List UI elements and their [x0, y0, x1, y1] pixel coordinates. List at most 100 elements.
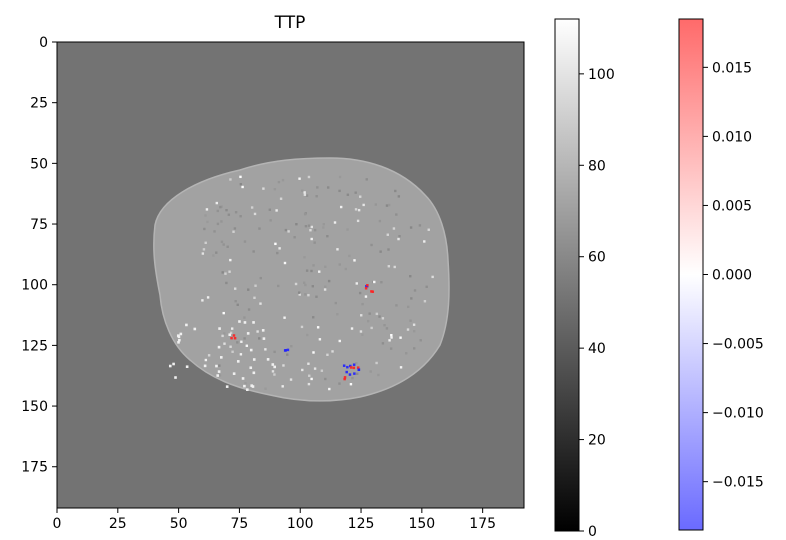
texture-speck [311, 285, 314, 288]
overlay-voxel [349, 364, 352, 368]
overlay-voxel [366, 284, 369, 287]
overlay-voxel [343, 376, 347, 379]
texture-speck [225, 208, 228, 212]
texture-speck [229, 345, 232, 348]
texture-speck [289, 378, 293, 381]
texture-speck [232, 372, 236, 375]
x-tick-label: 100 [287, 516, 314, 532]
texture-speck [249, 366, 253, 370]
texture-speck [355, 282, 358, 285]
overlay-voxel [357, 368, 361, 372]
texture-speck [241, 185, 244, 189]
texture-speck [256, 330, 259, 333]
texture-speck [348, 254, 351, 258]
texture-speck [324, 265, 327, 269]
texture-speck [239, 353, 243, 356]
texture-speck [333, 221, 337, 224]
texture-speck [259, 302, 262, 305]
x-axis-ticks: 0 25 50 75 100 125 150 175 [53, 508, 496, 532]
texture-speck [241, 377, 245, 380]
texture-speck [356, 372, 359, 375]
texture-speck [405, 352, 408, 355]
texture-speck [315, 195, 318, 198]
overlay-voxel [352, 366, 356, 370]
bwr-colorbar: −0.015 −0.010 −0.005 0.000 0.005 0.010 0.015 [678, 18, 764, 531]
texture-speck [385, 204, 389, 207]
overlay-voxel [356, 366, 360, 369]
texture-speck [220, 220, 223, 223]
texture-speck [287, 230, 290, 233]
texture-speck [220, 205, 223, 208]
texture-speck [254, 284, 257, 287]
texture-speck [326, 234, 329, 238]
texture-speck [201, 299, 204, 302]
texture-speck [381, 317, 385, 320]
texture-speck [202, 248, 206, 251]
texture-speck [358, 291, 362, 295]
overlay-clusters [230, 284, 375, 381]
texture-speck [250, 206, 254, 209]
texture-speck [304, 283, 307, 287]
texture-speck [282, 364, 285, 367]
texture-speck [327, 279, 331, 283]
gray-colorbar-tick-label: 100 [588, 67, 615, 83]
bwr-colorbar-ticks: −0.015 −0.010 −0.005 0.000 0.005 0.010 0.015 [703, 60, 764, 491]
texture-speck [359, 195, 362, 198]
texture-speck [392, 227, 396, 230]
brain-region [153, 157, 450, 402]
texture-speck [364, 295, 368, 298]
texture-speck [306, 333, 309, 337]
texture-speck [245, 388, 249, 391]
overlay-voxel [346, 365, 349, 369]
texture-speck [218, 364, 221, 367]
texture-speck [279, 197, 283, 200]
texture-speck [185, 365, 189, 369]
texture-speck [281, 385, 284, 388]
texture-speck [284, 228, 288, 232]
texture-speck [354, 208, 358, 211]
x-tick-label: 25 [109, 516, 127, 532]
texture-speck [369, 370, 372, 373]
texture-speck [271, 363, 275, 366]
texture-speck [368, 312, 371, 315]
texture-speck [268, 208, 271, 211]
texture-speck [365, 178, 368, 181]
texture-speck [431, 275, 434, 279]
overlay-voxel [348, 373, 352, 376]
texture-speck [393, 265, 396, 269]
texture-speck [172, 362, 175, 366]
texture-speck [193, 327, 197, 331]
texture-speck [264, 348, 267, 351]
texture-speck [246, 332, 250, 335]
texture-speck [318, 270, 321, 273]
y-axis-ticks: 0 25 50 75 100 125 150 175 [21, 35, 57, 476]
bwr-colorbar-tick-label: −0.005 [712, 337, 764, 353]
texture-speck [247, 308, 251, 311]
texture-speck [397, 195, 401, 198]
texture-speck [205, 208, 209, 211]
overlay-voxel [230, 336, 233, 340]
bwr-colorbar-tick-label: 0.000 [712, 268, 752, 284]
texture-speck [338, 263, 341, 266]
texture-speck [303, 191, 306, 194]
texture-speck [344, 267, 347, 271]
texture-speck [229, 258, 232, 262]
texture-speck [245, 344, 249, 347]
texture-speck [219, 356, 223, 359]
gray-colorbar-tick-label: 80 [588, 158, 606, 174]
texture-speck [243, 316, 246, 319]
heatmap-axes: TTP 0 25 50 75 100 125 150 175 0 25 50 75 100 125 150… [21, 13, 525, 532]
texture-speck [233, 227, 237, 230]
texture-speck [273, 373, 276, 376]
texture-speck [373, 280, 376, 284]
texture-speck [252, 371, 256, 375]
texture-speck [310, 237, 313, 241]
texture-speck [383, 324, 386, 327]
x-tick-label: 0 [53, 516, 62, 532]
texture-speck [407, 305, 410, 309]
texture-speck [312, 351, 315, 354]
texture-speck [221, 271, 224, 274]
texture-speck [313, 228, 317, 232]
texture-speck [239, 183, 243, 186]
texture-speck [387, 203, 391, 207]
